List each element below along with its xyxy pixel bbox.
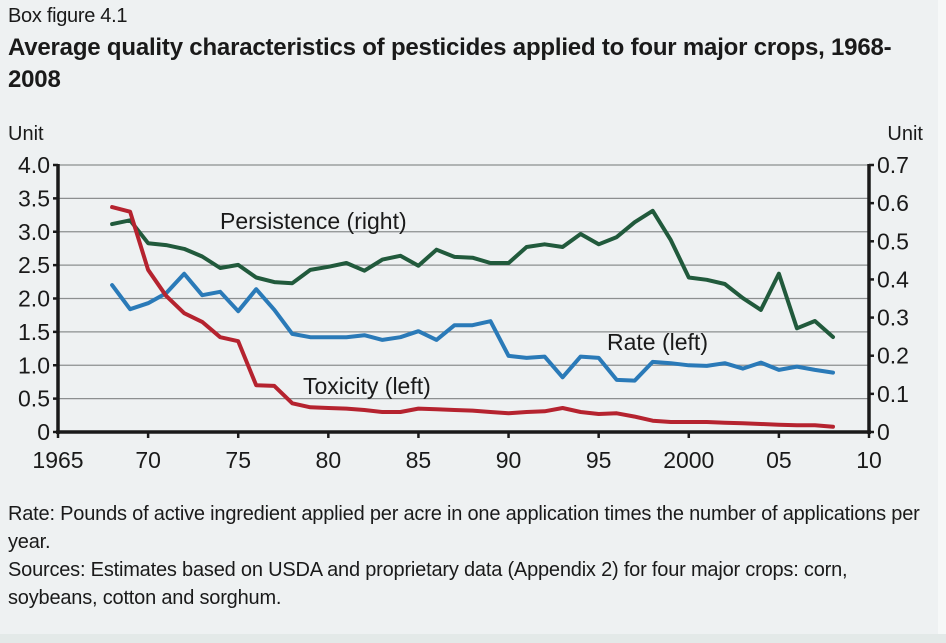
right-y-tick-label: 0.3: [877, 305, 909, 331]
x-tick-label: 95: [586, 447, 612, 473]
series-line-toxicity: [110, 205, 835, 429]
x-tick-label: 2000: [663, 447, 714, 473]
left-y-tick-label: 2.0: [18, 286, 50, 312]
sources-note: Sources: Estimates based on USDA and pro…: [8, 559, 848, 609]
left-y-tick-label: 0.5: [18, 386, 50, 412]
left-y-tick-label: 3.5: [18, 185, 50, 211]
x-tick-label: 75: [225, 447, 251, 473]
right-y-tick-label: 0.4: [877, 266, 909, 292]
figure-notes: Rate: Pounds of active ingredient applie…: [8, 500, 933, 612]
figure-title: Average quality characteristics of pesti…: [8, 34, 892, 93]
series-line-rate: [110, 271, 835, 383]
line-chart: 0 0.5 1.0 1.5 2.0 2.5 3.0 3.5 4.0 0 0.1 0.2 0.3 0.4 0.…: [8, 123, 923, 473]
rate-series-label: Rate (left): [607, 329, 708, 355]
x-tick-label: 05: [766, 447, 792, 473]
left-y-tick-label: 2.5: [18, 252, 50, 278]
right-y-tick-label: 0.7: [877, 152, 909, 178]
left-axis-unit-label: Unit: [8, 123, 44, 145]
right-y-tick-label: 0.5: [877, 228, 909, 254]
persistence-series-label: Persistence (right): [220, 208, 407, 234]
series-lines: [110, 205, 835, 429]
right-y-tick-label: 0.1: [877, 381, 909, 407]
right-y-tick-label: 0: [877, 419, 890, 445]
gridlines: [58, 164, 869, 400]
left-y-tick-label: 1.5: [18, 319, 50, 345]
x-tick-label: 80: [316, 447, 342, 473]
axes: 0 0.5 1.0 1.5 2.0 2.5 3.0 3.5 4.0 0 0.1 0.2 0.3 0.4 0.…: [18, 152, 909, 473]
series-line-persistence: [110, 208, 835, 339]
rate-definition-note: Rate: Pounds of active ingredient applie…: [8, 503, 920, 553]
x-tick-label: 90: [496, 447, 522, 473]
left-y-tick-label: 3.0: [18, 219, 50, 245]
toxicity-series-label: Toxicity (left): [303, 373, 431, 399]
figure-label: Box figure 4.1: [8, 5, 128, 27]
right-axis-unit-label: Unit: [887, 123, 923, 145]
x-tick-label: 85: [406, 447, 432, 473]
x-tick-label: 1965: [32, 447, 83, 473]
right-y-tick-label: 0.6: [877, 190, 909, 216]
right-y-tick-label: 0.2: [877, 343, 909, 369]
left-y-tick-label: 0: [37, 419, 50, 445]
x-tick-label: 10: [856, 447, 882, 473]
left-y-tick-label: 4.0: [18, 152, 50, 178]
page-edge-bottom: [0, 634, 946, 643]
left-y-tick-label: 1.0: [18, 352, 50, 378]
x-tick-label: 70: [135, 447, 161, 473]
page-edge-right: [938, 0, 946, 643]
